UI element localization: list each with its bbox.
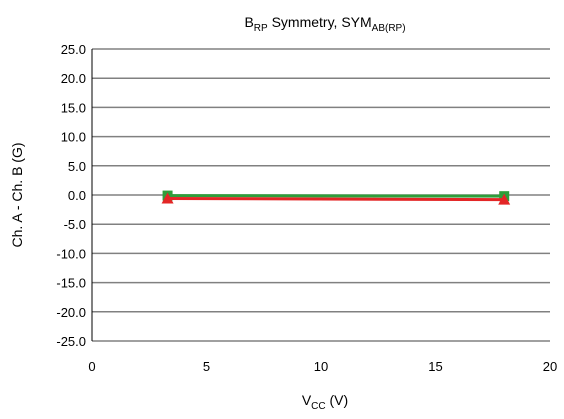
- y-tick-label: -25.0: [56, 334, 86, 349]
- y-tick-label: -15.0: [56, 276, 86, 291]
- series-2-point: [498, 193, 511, 205]
- y-tick-label: 0.0: [68, 188, 86, 203]
- x-axis-title: VCC (V): [302, 392, 348, 412]
- x-tick-label: 5: [203, 359, 210, 374]
- grid-lines: [92, 48, 550, 342]
- y-tick-labels: 25.0 20.0 15.0 10.0 5.0 0.0 -5.0 -10.0 -15.0 -20.…: [56, 42, 86, 349]
- y-tick-label: 25.0: [61, 42, 86, 57]
- y-tick-label: 5.0: [68, 159, 86, 174]
- x-tick-label: 15: [428, 359, 442, 374]
- chart-title: BRP Symmetry, SYMAB(RP): [244, 14, 405, 34]
- y-tick-label: 10.0: [61, 130, 86, 145]
- x-tick-label: 10: [314, 359, 328, 374]
- y-tick-label: 15.0: [61, 100, 86, 115]
- y-tick-label: 20.0: [61, 71, 86, 86]
- y-tick-label: -10.0: [56, 246, 86, 261]
- series-2-point: [161, 192, 174, 204]
- x-tick-labels: 0 5 10 15 20: [88, 359, 557, 374]
- y-tick-label: -5.0: [64, 217, 86, 232]
- x-tick-label: 0: [88, 359, 95, 374]
- y-axis-title: Ch. A - Ch. B (G): [9, 142, 25, 247]
- series-group: [161, 190, 511, 205]
- series-2-line: [167, 197, 505, 202]
- y-tick-label: -20.0: [56, 305, 86, 320]
- x-tick-label: 20: [543, 359, 557, 374]
- series-1-line: [167, 194, 505, 198]
